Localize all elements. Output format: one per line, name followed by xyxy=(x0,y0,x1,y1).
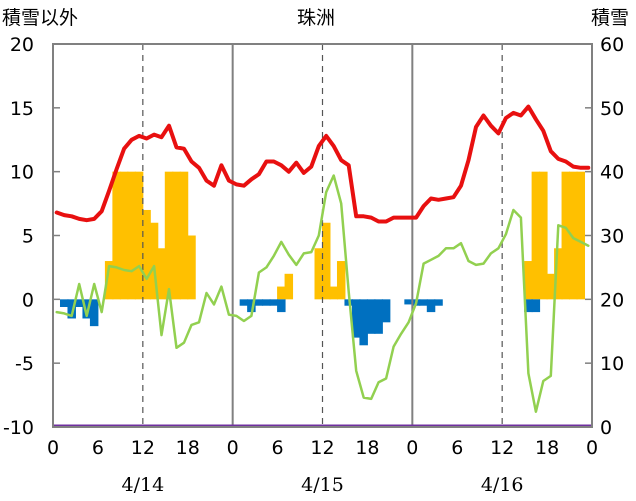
sunshine-bar xyxy=(262,299,271,306)
x-tick-label: 12 xyxy=(131,437,155,459)
sunshine-bar xyxy=(67,299,76,319)
precipitation-bar xyxy=(322,222,331,300)
precipitation-bar xyxy=(539,171,548,300)
precipitation-bar xyxy=(277,286,286,300)
sunshine-bar xyxy=(374,299,383,334)
left-axis-label: 積雪以外 xyxy=(2,7,78,29)
sunshine-bar xyxy=(351,299,361,338)
day-label: 4/15 xyxy=(301,474,344,496)
precipitation-bar xyxy=(164,171,174,300)
sunshine-bar xyxy=(59,299,69,307)
precipitation-bar xyxy=(119,171,129,300)
precipitation-bar xyxy=(284,273,294,300)
left-tick-label: 5 xyxy=(22,226,34,248)
precipitation-bar xyxy=(104,261,114,300)
right-tick-label: 0 xyxy=(600,417,612,439)
sunshine-bar xyxy=(524,299,533,313)
x-tick-label: 18 xyxy=(355,437,379,459)
precipitation-bar xyxy=(172,171,181,300)
day-label: 4/16 xyxy=(481,474,524,496)
sunshine-bar xyxy=(381,299,391,323)
sunshine-bar xyxy=(239,299,249,306)
temperature-line xyxy=(54,104,591,224)
sunshine-bar xyxy=(404,299,413,305)
sunshine-bar xyxy=(531,299,541,313)
right-tick-label: 30 xyxy=(600,226,624,248)
sunshine-bar xyxy=(419,299,428,306)
x-tick-label: 12 xyxy=(310,437,334,459)
left-tick-label: -10 xyxy=(3,417,34,439)
sunshine-bar xyxy=(247,299,256,313)
precipitation-bar xyxy=(187,235,196,300)
left-tick-label: 0 xyxy=(22,289,34,311)
precipitation-bar xyxy=(336,261,346,300)
left-tick-label: 15 xyxy=(10,98,34,120)
sunshine-bar xyxy=(269,299,279,306)
right-tick-label: 50 xyxy=(600,98,624,120)
precipitation-bar xyxy=(142,209,151,300)
sunshine-bar xyxy=(74,299,84,307)
snow-depth-line xyxy=(55,174,590,413)
day-label: 4/14 xyxy=(121,474,164,496)
right-tick-label: 10 xyxy=(600,353,624,375)
left-tick-label: -5 xyxy=(15,353,34,375)
x-tick-label: 0 xyxy=(586,437,598,459)
x-tick-label: 0 xyxy=(227,437,239,459)
precipitation-bar xyxy=(134,171,144,300)
sunshine-bar xyxy=(254,299,264,306)
precipitation-bar xyxy=(554,248,563,300)
right-axis-label: 積雪 xyxy=(591,7,629,29)
left-tick-label: 10 xyxy=(10,162,34,184)
sunshine-bar xyxy=(434,299,443,306)
sunshine-bar xyxy=(89,299,99,327)
x-tick-label: 6 xyxy=(451,437,463,459)
precipitation-bar xyxy=(524,261,533,300)
plot-frame xyxy=(52,43,593,428)
precipitation-bar xyxy=(546,273,556,300)
precipitation-bar xyxy=(531,171,541,300)
precipitation-bar xyxy=(179,171,189,300)
right-tick-label: 60 xyxy=(600,34,624,56)
precipitation-bar xyxy=(561,171,571,300)
x-tick-label: 0 xyxy=(406,437,418,459)
precipitation-bar xyxy=(576,171,586,300)
left-tick-label: 20 xyxy=(10,34,34,56)
sunshine-bar xyxy=(359,299,368,346)
precipitation-bar xyxy=(149,222,159,300)
sunshine-bar xyxy=(277,299,286,313)
precipitation-bar xyxy=(569,171,578,300)
precipitation-bar xyxy=(127,171,136,300)
x-tick-label: 18 xyxy=(535,437,559,459)
x-tick-label: 6 xyxy=(92,437,104,459)
precipitation-bar xyxy=(314,248,323,300)
x-tick-label: 0 xyxy=(47,437,59,459)
sunshine-bar xyxy=(426,299,436,313)
precipitation-bar xyxy=(112,171,121,300)
x-tick-label: 6 xyxy=(272,437,284,459)
right-tick-label: 40 xyxy=(600,162,624,184)
chart-title: 珠洲 xyxy=(297,7,335,29)
sunshine-bar xyxy=(82,299,91,319)
precipitation-bar xyxy=(157,248,166,300)
precipitation-bar xyxy=(329,286,338,300)
right-tick-label: 20 xyxy=(600,289,624,311)
x-tick-label: 18 xyxy=(176,437,200,459)
x-tick-label: 12 xyxy=(490,437,514,459)
sunshine-bar xyxy=(366,299,376,334)
